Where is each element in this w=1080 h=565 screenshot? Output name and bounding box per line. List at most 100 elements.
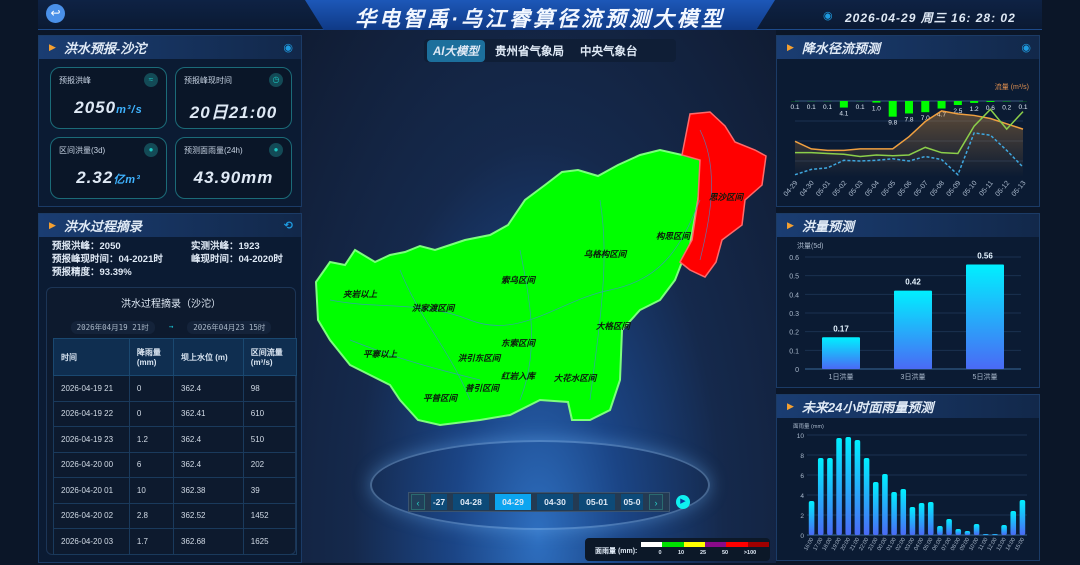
precip-label: 0.1 bbox=[807, 104, 816, 111]
y-axis-label: 面雨量 (mm) bbox=[793, 423, 824, 430]
map-zone-label[interactable]: 夹岩以上 bbox=[343, 288, 377, 300]
legend-color-bar bbox=[641, 542, 769, 547]
legend-title: 面雨量 (mm): bbox=[595, 546, 637, 556]
y-axis-label: 流量 (m³/s) bbox=[995, 82, 1029, 91]
data-label: 0.17 bbox=[833, 324, 849, 333]
bar bbox=[845, 437, 851, 535]
timeline-date[interactable]: -27 bbox=[431, 494, 447, 510]
bar bbox=[864, 458, 870, 535]
rain-runoff-chart: 流量 (m³/s)0.10.10.14.10.11.09.87.87.04.72… bbox=[777, 59, 1039, 206]
x-tick-label: 05-11 bbox=[978, 180, 995, 198]
bar bbox=[836, 438, 842, 535]
y-tick-label: 8 bbox=[800, 453, 804, 460]
precip-bar bbox=[986, 101, 994, 102]
bar bbox=[955, 529, 961, 535]
legend-tick: 0 bbox=[658, 550, 661, 556]
bar bbox=[891, 492, 897, 535]
map-zone-label[interactable]: 平普区间 bbox=[423, 392, 457, 404]
timeline-date[interactable]: 05-0 bbox=[621, 494, 643, 510]
date-timeline: ‹ -27 04-28 04-29 04-30 05-01 05-0 › bbox=[408, 492, 670, 512]
map-zone-label[interactable]: 乌格构区间 bbox=[584, 248, 627, 260]
precip-label: 0.1 bbox=[856, 104, 865, 111]
y-tick-label: 0.2 bbox=[789, 330, 799, 337]
panel-title: 降水径流预测 bbox=[802, 38, 880, 57]
legend-swatch bbox=[726, 542, 747, 547]
map-zone-label[interactable]: 洪家渡区间 bbox=[412, 302, 455, 314]
legend-swatch bbox=[662, 542, 683, 547]
y-tick-label: 4 bbox=[800, 493, 804, 500]
precip-label: 0.2 bbox=[1002, 104, 1011, 111]
eye-icon[interactable]: ◉ bbox=[1021, 41, 1031, 54]
legend-tick: 50 bbox=[722, 550, 728, 556]
chevron-right-icon[interactable]: › bbox=[649, 494, 663, 510]
bar bbox=[983, 534, 989, 535]
x-tick-label: 5日洪量 bbox=[973, 372, 998, 381]
timeline-date[interactable]: 04-28 bbox=[453, 494, 489, 510]
bar bbox=[937, 526, 943, 535]
precip-label: 1.2 bbox=[970, 106, 979, 113]
timeline-date[interactable]: 04-30 bbox=[537, 494, 573, 510]
bar bbox=[974, 524, 980, 535]
map-zone-label[interactable]: 思沙区间 bbox=[709, 191, 743, 203]
rain-legend: 面雨量 (mm): 0 10 25 50 >100 bbox=[585, 538, 770, 561]
x-tick-label: 1日洪量 bbox=[829, 372, 854, 381]
bar bbox=[946, 519, 952, 535]
bar bbox=[818, 458, 824, 535]
bar bbox=[966, 264, 1004, 369]
map-zone-label[interactable]: 红岩入库 bbox=[501, 370, 535, 382]
legend-swatch bbox=[748, 542, 769, 547]
bar bbox=[894, 291, 932, 369]
panel-title: 未来24小时面雨量预测 bbox=[802, 397, 933, 416]
x-tick-label: 05-08 bbox=[929, 180, 946, 198]
triangle-icon: ▶ bbox=[787, 401, 794, 412]
timeline-date[interactable]: 05-01 bbox=[579, 494, 615, 510]
play-icon[interactable]: ▶ bbox=[676, 495, 690, 509]
y-tick-label: 0 bbox=[800, 533, 804, 540]
legend-swatch bbox=[705, 542, 726, 547]
x-tick-label: 04-30 bbox=[799, 180, 816, 198]
y-tick-label: 0.1 bbox=[789, 348, 799, 355]
map-zone-label[interactable]: 平寨以上 bbox=[363, 348, 397, 360]
data-label: 0.42 bbox=[905, 278, 921, 287]
bar bbox=[873, 482, 879, 535]
map-zone-label[interactable]: 普引区间 bbox=[465, 382, 499, 394]
map-zone-label[interactable]: 大格区间 bbox=[596, 320, 630, 332]
x-tick-label: 05-12 bbox=[994, 180, 1011, 198]
flood-volume-chart: 洪量(5d)00.10.20.30.40.50.60.171日洪量0.423日洪… bbox=[777, 237, 1039, 387]
precip-label: 9.8 bbox=[888, 120, 897, 127]
y-tick-label: 0.5 bbox=[789, 274, 799, 281]
precip-bar bbox=[970, 101, 978, 103]
legend-tick: 10 bbox=[678, 550, 684, 556]
triangle-icon: ▶ bbox=[787, 42, 794, 53]
precip-label: 0.1 bbox=[823, 104, 832, 111]
legend-tick: >100 bbox=[744, 550, 756, 556]
x-tick-label: 04-29 bbox=[783, 180, 800, 198]
rain-24h-chart: 面雨量 (mm)024681016:0017:0018:0019:0020:00… bbox=[777, 418, 1039, 560]
bar bbox=[992, 534, 998, 535]
precip-bar bbox=[840, 101, 848, 108]
precip-label: 4.1 bbox=[839, 111, 848, 118]
x-tick-label: 05-10 bbox=[962, 180, 979, 198]
y-tick-label: 0.6 bbox=[789, 255, 799, 262]
bar bbox=[910, 507, 916, 535]
map-zone-label[interactable]: 东索区间 bbox=[501, 337, 535, 349]
panel-title: 洪量预测 bbox=[802, 216, 854, 235]
chevron-left-icon[interactable]: ‹ bbox=[411, 494, 425, 510]
timeline-date-active[interactable]: 04-29 bbox=[495, 494, 531, 510]
y-axis-label: 洪量(5d) bbox=[797, 241, 823, 250]
map-zone-label[interactable]: 大花水区间 bbox=[554, 372, 597, 384]
legend-swatch bbox=[684, 542, 705, 547]
precip-label: 7.8 bbox=[904, 116, 913, 123]
data-label: 0.56 bbox=[977, 251, 993, 260]
map-zone-label[interactable]: 洪引东区间 bbox=[458, 352, 501, 364]
bar bbox=[827, 458, 833, 535]
map-zone-label[interactable]: 索乌区间 bbox=[501, 274, 535, 286]
map-zone-label[interactable]: 构思区间 bbox=[656, 230, 690, 242]
bar bbox=[809, 501, 815, 535]
legend-tick: 25 bbox=[700, 550, 706, 556]
x-tick-label: 05-13 bbox=[1011, 180, 1028, 198]
y-tick-label: 0.4 bbox=[789, 292, 799, 299]
legend-swatch bbox=[641, 542, 662, 547]
